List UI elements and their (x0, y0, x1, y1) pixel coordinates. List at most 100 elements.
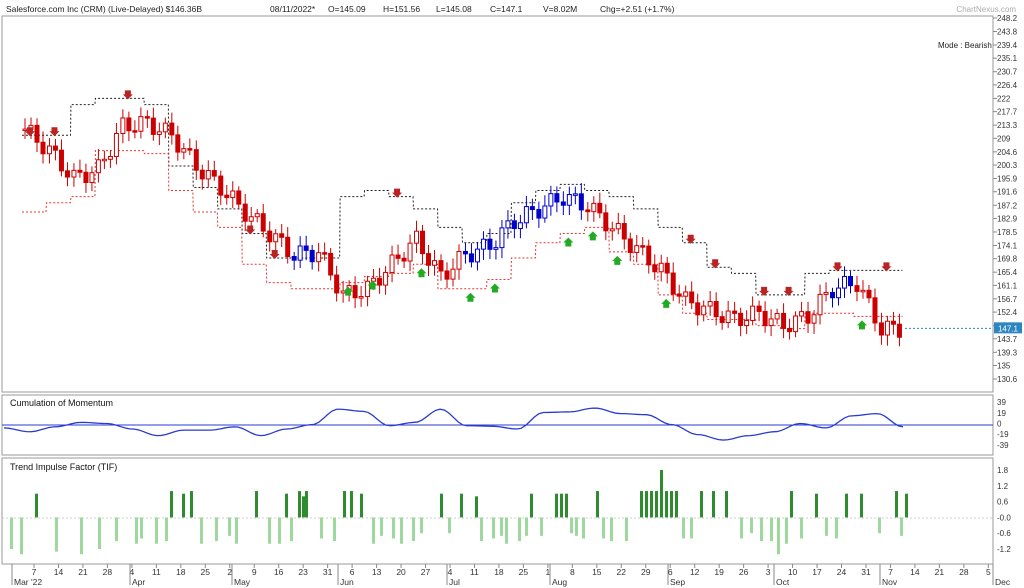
quote-change: Chg=+2.51 (+1.7%) (600, 4, 675, 14)
momentum-tick-label: 19 (997, 409, 1006, 418)
tif-bar (835, 517, 838, 539)
tif-bar (640, 491, 643, 518)
tif-bar (165, 517, 168, 542)
candle-body (199, 169, 205, 180)
tif-bar (905, 493, 908, 518)
last-price-value: 147.1 (998, 324, 1019, 333)
x-tick-label: 19 (714, 567, 724, 577)
sell-arrow-icon (759, 286, 770, 296)
x-tick-label: 21 (78, 567, 88, 577)
candle-body (407, 242, 413, 262)
candle-body (805, 311, 811, 324)
buy-arrow-icon (856, 320, 867, 330)
tif-panel[interactable] (1, 457, 994, 565)
candle-body (224, 194, 230, 199)
quote-low: L=145.08 (436, 4, 472, 14)
price-tick-label: 178.5 (997, 228, 1018, 237)
tif-bar (878, 517, 881, 534)
momentum-tick-label: -19 (997, 430, 1009, 439)
tif-bar (575, 517, 578, 536)
tif-tick-label: 1.8 (997, 466, 1009, 475)
x-tick-label: 4 (448, 567, 453, 577)
price-tick-label: 248.2 (997, 14, 1018, 23)
tif-bar (320, 517, 323, 539)
price-panel[interactable] (1, 15, 994, 393)
candle-body (169, 122, 175, 136)
tif-bar (650, 491, 653, 518)
candle-body (279, 233, 285, 238)
candle-body (211, 170, 217, 177)
candle-body (230, 190, 236, 199)
x-tick-label: 14 (910, 567, 920, 577)
x-tick-label: 28 (103, 567, 113, 577)
candle-body (621, 223, 627, 240)
candle-body (193, 149, 199, 171)
x-tick-label: 2 (227, 567, 232, 577)
sell-arrow-icon (685, 234, 696, 244)
candle-body (609, 228, 615, 232)
candle-body (652, 264, 658, 273)
tif-bar (770, 517, 773, 542)
price-bands (22, 97, 903, 330)
candle-body (89, 172, 95, 183)
tif-bar (305, 491, 308, 518)
tif-bar (582, 517, 585, 539)
candle-body (77, 169, 83, 173)
candle-body (352, 285, 358, 299)
x-tick-label: 25 (519, 567, 529, 577)
candle-body (132, 130, 138, 133)
tif-bar (845, 493, 848, 518)
candle-body (560, 201, 566, 206)
candle-body (248, 216, 254, 222)
candle-body (536, 209, 542, 219)
momentum-axis: 39 19 0-19 -39 (997, 398, 1009, 450)
candle-body (432, 260, 438, 266)
x-tick-label: 10 (788, 567, 798, 577)
tif-bars (10, 470, 908, 555)
x-tick-label: 23 (298, 567, 308, 577)
tif-bar (98, 517, 101, 549)
candle-body (689, 291, 695, 304)
buy-arrow-icon (489, 283, 500, 293)
candle-body (156, 131, 162, 135)
candle-body (878, 322, 884, 336)
x-tick-label: 3 (766, 567, 771, 577)
price-tick-label: 169.8 (997, 255, 1018, 264)
tif-bar (540, 517, 543, 536)
candle-body (107, 155, 113, 160)
momentum-line (3, 407, 904, 441)
tif-bar (800, 517, 803, 539)
x-tick-label: 11 (152, 567, 161, 577)
tif-bar (285, 493, 288, 518)
tif-bar (290, 517, 293, 542)
candle-body (517, 222, 523, 229)
candle-body (756, 305, 762, 312)
price-tick-label: 243.8 (997, 28, 1018, 37)
month-label: Jul (449, 577, 460, 587)
tif-bar (682, 517, 685, 539)
sell-arrow-icon (783, 286, 794, 296)
candle-body (597, 202, 603, 214)
month-label: May (234, 577, 251, 587)
tif-bar (610, 517, 613, 542)
candle-body (113, 132, 119, 157)
tif-bar (655, 491, 658, 518)
buy-arrow-icon (343, 286, 354, 296)
candle-body (218, 175, 224, 196)
candle-body (138, 116, 144, 132)
x-tick-label: 18 (176, 567, 186, 577)
candle-body (884, 320, 890, 336)
candle-body (297, 245, 303, 261)
price-tick-label: 235.1 (997, 54, 1018, 63)
candle-body (566, 194, 572, 206)
tif-bar (228, 517, 231, 536)
tif-bar (392, 517, 395, 539)
candle-body (401, 257, 407, 262)
candle-body (811, 314, 817, 324)
candle-body (40, 141, 46, 155)
buy-arrow-icon (416, 268, 427, 278)
tif-bar (380, 517, 383, 536)
sell-arrow-icon (245, 225, 256, 235)
candle-body (46, 145, 52, 155)
